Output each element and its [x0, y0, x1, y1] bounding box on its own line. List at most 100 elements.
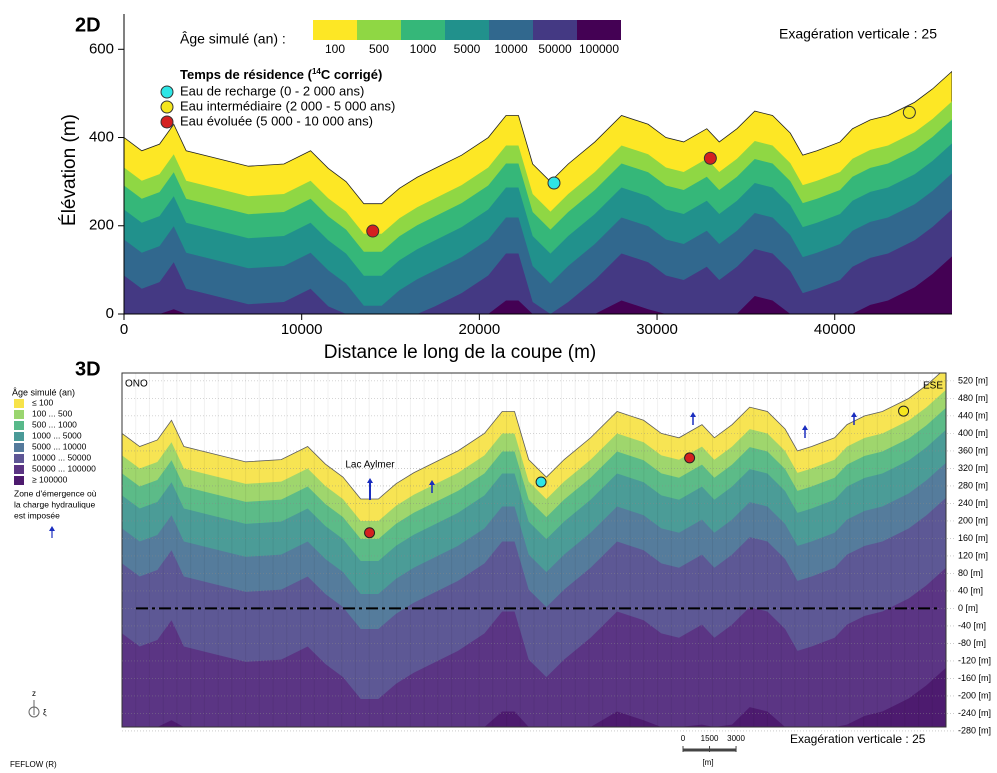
sample-point	[684, 452, 696, 464]
y-tick-label: 200	[89, 217, 114, 234]
colorbar-label: 500	[369, 42, 389, 56]
sample-point	[364, 527, 376, 539]
y-tick-label: 600	[89, 40, 114, 57]
y-tick-label: 520 [m]	[958, 375, 988, 385]
legend-label: 100 ... 500	[32, 408, 72, 418]
x-tick-label: 10000	[281, 321, 323, 338]
legend-label: 500 ... 1000	[32, 419, 77, 429]
legend-swatch	[14, 421, 24, 430]
x-axis-title: Distance le long de la coupe (m)	[324, 342, 596, 363]
arrow-head	[367, 478, 373, 483]
scale-label: 1500	[701, 734, 719, 743]
colorbar-label: 100	[325, 42, 345, 56]
y-tick-label: 400	[89, 128, 114, 145]
y-tick-label: 440 [m]	[958, 410, 988, 420]
direction-label: ESE	[923, 381, 943, 392]
colorbar-swatch	[357, 20, 401, 40]
y-tick-label: 320 [m]	[958, 463, 988, 473]
legend-swatch	[14, 465, 24, 474]
colorbar-swatch	[577, 20, 621, 40]
y-tick-label: -40 [m]	[958, 620, 986, 630]
legend-label: ≥ 100000	[32, 474, 68, 484]
panel-label: 3D	[75, 358, 101, 380]
x-tick-label: 0	[120, 321, 128, 338]
legend-title: Temps de résidence (14C corrigé)	[180, 67, 382, 83]
sample-point	[898, 405, 910, 417]
colorbar-swatch	[445, 20, 489, 40]
colorbar-label: 10000	[494, 42, 528, 56]
scale-unit: [m]	[702, 758, 713, 767]
legend-swatch	[14, 443, 24, 452]
software: FEFLOW (R)	[10, 760, 57, 769]
legend-marker	[160, 100, 174, 114]
legend-title-part: C corrigé)	[321, 67, 382, 82]
annotation: Exagération verticale : 25	[779, 26, 937, 42]
legend-label: 1000 ... 5000	[32, 430, 82, 440]
render-area	[122, 373, 946, 727]
y-tick-label: 80 [m]	[958, 568, 983, 578]
y-tick-label: 0	[106, 305, 114, 322]
scale-label: 3000	[727, 734, 745, 743]
note: Zone d'émergence où	[14, 488, 97, 498]
sample-point	[535, 476, 547, 488]
annotation: Exagération verticale : 25	[790, 732, 926, 746]
legend-label: 10000 ... 50000	[32, 452, 91, 462]
legend-label: Eau évoluée (5 000 - 10 000 ans)	[180, 113, 373, 128]
legend-title-part: 14	[312, 67, 321, 76]
colorbar-swatch	[401, 20, 445, 40]
y-axis-title: Élévation (m)	[59, 114, 80, 226]
legend-swatch	[14, 476, 24, 485]
frame	[121, 372, 947, 728]
axis-label: z	[32, 689, 36, 698]
x-tick-label: 40000	[814, 321, 856, 338]
y-tick-label: 0 [m]	[958, 603, 978, 613]
legend-title: Âge simulé (an)	[12, 387, 75, 397]
legend-swatch	[14, 410, 24, 419]
note: la charge hydraulique	[14, 499, 96, 509]
colorbar-label: 50000	[538, 42, 572, 56]
lake-label: Lac Aylmer	[345, 460, 395, 471]
arrow-head	[429, 480, 435, 485]
colorbar-swatch	[313, 20, 357, 40]
legend-marker	[160, 85, 174, 99]
y-tick-label: 120 [m]	[958, 550, 988, 560]
arrow-head	[851, 412, 857, 417]
age-band	[124, 209, 952, 314]
y-tick-label: 360 [m]	[958, 445, 988, 455]
colorbar-label: 1000	[410, 42, 437, 56]
age-band	[124, 256, 952, 314]
y-tick-label: -160 [m]	[958, 673, 991, 683]
legend-label: 50000 ... 100000	[32, 463, 96, 473]
legend-label: 5000 ... 10000	[32, 441, 87, 451]
arrow-head	[690, 412, 696, 417]
panel-label: 2D	[75, 14, 101, 36]
age-band	[122, 667, 946, 727]
y-tick-label: 40 [m]	[958, 585, 983, 595]
scale-label: 0	[681, 734, 686, 743]
x-tick-label: 20000	[459, 321, 501, 338]
colorbar-label: 5000	[454, 42, 481, 56]
legend-swatch	[14, 399, 24, 408]
sample-point	[366, 224, 380, 238]
y-tick-label: -200 [m]	[958, 690, 991, 700]
arrow-head	[49, 526, 55, 531]
x-tick-label: 30000	[636, 321, 678, 338]
panel-2d: 2D 0 200 400 600 0 10000 20000 30000 40000 Distanc…	[59, 14, 952, 363]
legend-label: Eau de recharge (0 - 2 000 ans)	[180, 83, 364, 98]
legend-swatch	[14, 454, 24, 463]
y-tick-label: -80 [m]	[958, 638, 986, 648]
colorbar-swatch	[489, 20, 533, 40]
note: est imposée	[14, 510, 60, 520]
sample-point	[547, 176, 561, 190]
colorbar-swatch	[533, 20, 577, 40]
panel-3d: 3D 520 [m] 480 [m] 440 [m] 400 [m] 360 [m] 320…	[10, 358, 991, 769]
y-tick-label: -240 [m]	[958, 708, 991, 718]
arrow-head	[802, 425, 808, 430]
y-tick-label: 200 [m]	[958, 515, 988, 525]
legend-marker	[160, 115, 174, 129]
y-tick-label: 160 [m]	[958, 533, 988, 543]
legend-label: Eau intermédiaire (2 000 - 5 000 ans)	[180, 98, 395, 113]
y-tick-label: 240 [m]	[958, 498, 988, 508]
legend-title-part: Temps de résidence (	[180, 67, 313, 82]
